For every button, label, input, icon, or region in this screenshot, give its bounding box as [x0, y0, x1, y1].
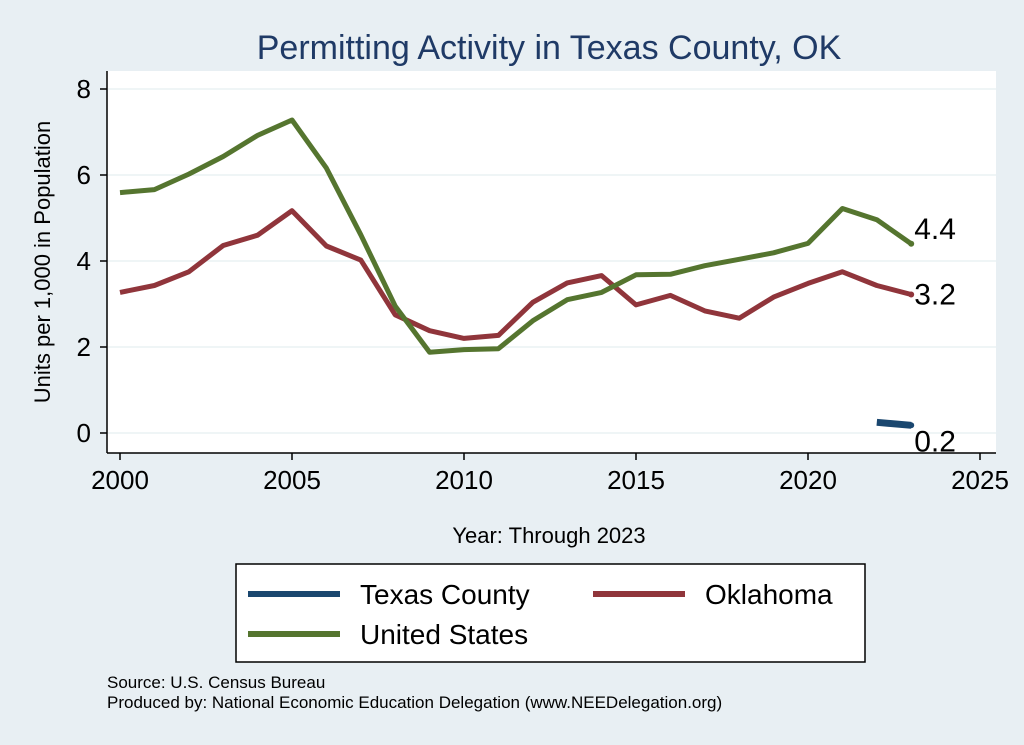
- y-tick-label: 4: [77, 246, 91, 276]
- x-tick-label: 2005: [263, 465, 321, 495]
- series-line-texas-county: [876, 418, 912, 429]
- series-lines: [119, 117, 915, 429]
- x-tick-label: 2020: [779, 465, 837, 495]
- y-axis-ticks: 0 2 4 6 8: [77, 74, 107, 448]
- legend-box: [235, 563, 866, 663]
- y-tick-label: 8: [77, 74, 91, 104]
- end-label-oklahoma: 3.2: [914, 279, 956, 312]
- series-line-oklahoma: [119, 208, 912, 341]
- source-note: Source: U.S. Census Bureau: [107, 673, 325, 692]
- end-labels: 0.2 3.2 4.4: [914, 213, 956, 458]
- x-tick-label: 2000: [91, 465, 149, 495]
- end-label-texas-county: 0.2: [914, 425, 956, 458]
- axes: [106, 71, 996, 454]
- produced-by-note: Produced by: National Economic Education…: [107, 693, 722, 712]
- legend-label-oklahoma: Oklahoma: [705, 579, 833, 610]
- end-point-united-states: [908, 240, 915, 247]
- x-tick-label: 2015: [607, 465, 665, 495]
- x-axis-ticks: 2000 2005 2010 2015 2020 2025: [91, 453, 1009, 495]
- legend-label-texas-county: Texas County: [360, 579, 530, 610]
- y-axis-title: Units per 1,000 in Population: [30, 121, 55, 404]
- x-axis-title: Year: Through 2023: [452, 523, 645, 548]
- y-tick-label: 6: [77, 160, 91, 190]
- end-point-oklahoma: [908, 291, 915, 298]
- y-tick-label: 2: [77, 332, 91, 362]
- chart-title: Permitting Activity in Texas County, OK: [257, 29, 842, 67]
- end-point-texas-county: [908, 422, 915, 429]
- legend: Texas County Oklahoma United States: [248, 579, 833, 650]
- x-tick-label: 2010: [435, 465, 493, 495]
- x-tick-label: 2025: [951, 465, 1009, 495]
- end-label-united-states: 4.4: [914, 213, 956, 246]
- y-tick-label: 0: [77, 418, 91, 448]
- gridlines: [108, 88, 996, 434]
- series-line-united-states: [119, 117, 913, 355]
- legend-label-united-states: United States: [360, 619, 528, 650]
- plot-area: [107, 71, 996, 453]
